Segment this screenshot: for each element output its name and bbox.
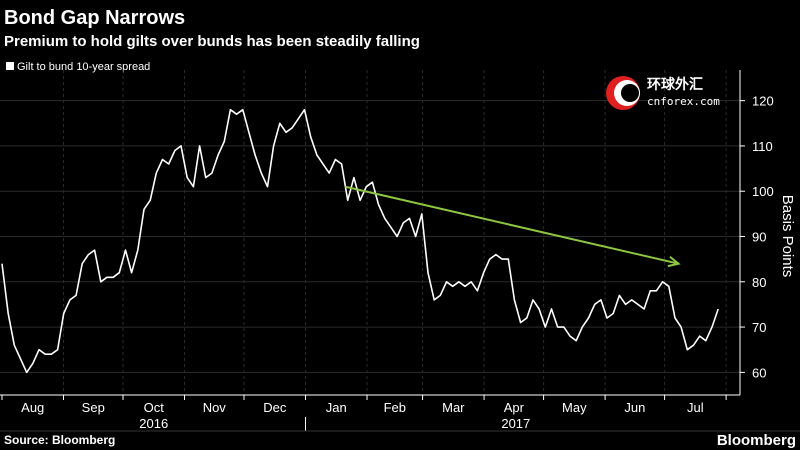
x-tick-label: Apr xyxy=(504,400,525,415)
trend-arrow-line xyxy=(344,185,679,265)
y-tick-label: 70 xyxy=(752,320,766,335)
x-tick-label: May xyxy=(562,400,587,415)
chart-subtitle: Premium to hold gilts over bunds has bee… xyxy=(4,33,420,50)
y-tick-label: 60 xyxy=(752,365,766,380)
x-tick-label: Nov xyxy=(203,400,227,415)
x-tick-label: Aug xyxy=(21,400,44,415)
x-tick-label: Mar xyxy=(442,400,465,415)
watermark-logo xyxy=(606,76,640,110)
x-tick-label: Sep xyxy=(82,400,105,415)
grid xyxy=(0,70,740,395)
brand-logo: Bloomberg xyxy=(717,432,796,449)
y-tick-label: 120 xyxy=(752,94,774,109)
y-axis-label: Basis Points xyxy=(779,195,796,278)
x-tick-label: Jun xyxy=(624,400,645,415)
x-tick-label: Feb xyxy=(384,400,406,415)
series-line xyxy=(1,108,719,374)
y-tick-label: 90 xyxy=(752,230,766,245)
watermark: 环球外汇 cnforex.com xyxy=(606,76,720,110)
x-year-label: 2016 xyxy=(139,416,168,431)
y-tick-label: 100 xyxy=(752,184,774,199)
y-tick-label: 80 xyxy=(752,275,766,290)
legend: Gilt to bund 10-year spread xyxy=(6,61,150,73)
y-tick-label: 110 xyxy=(752,139,773,154)
x-year-label: 2017 xyxy=(501,416,530,431)
x-tick-label: Jan xyxy=(326,400,347,415)
watermark-en-text: cnforex.com xyxy=(647,95,720,108)
legend-marker xyxy=(6,62,14,70)
annotation-layer xyxy=(344,185,681,268)
chart-title: Bond Gap Narrows xyxy=(4,7,185,29)
series-layer xyxy=(1,108,719,374)
trend-arrow-head xyxy=(667,256,681,268)
legend-label: Gilt to bund 10-year spread xyxy=(17,61,150,73)
watermark-cn-text: 环球外汇 xyxy=(647,76,703,93)
source-label: Source: Bloomberg xyxy=(4,433,115,447)
y-axis: 60 70 80 90 100 110 120 xyxy=(739,70,774,395)
x-tick-label: Jul xyxy=(687,400,704,415)
x-tick-label: Dec xyxy=(263,400,287,415)
x-tick-label: Oct xyxy=(144,400,165,415)
x-axis: Aug Sep Oct Nov Dec Jan Feb Mar Apr May Jun Jul 2016… xyxy=(0,394,740,431)
